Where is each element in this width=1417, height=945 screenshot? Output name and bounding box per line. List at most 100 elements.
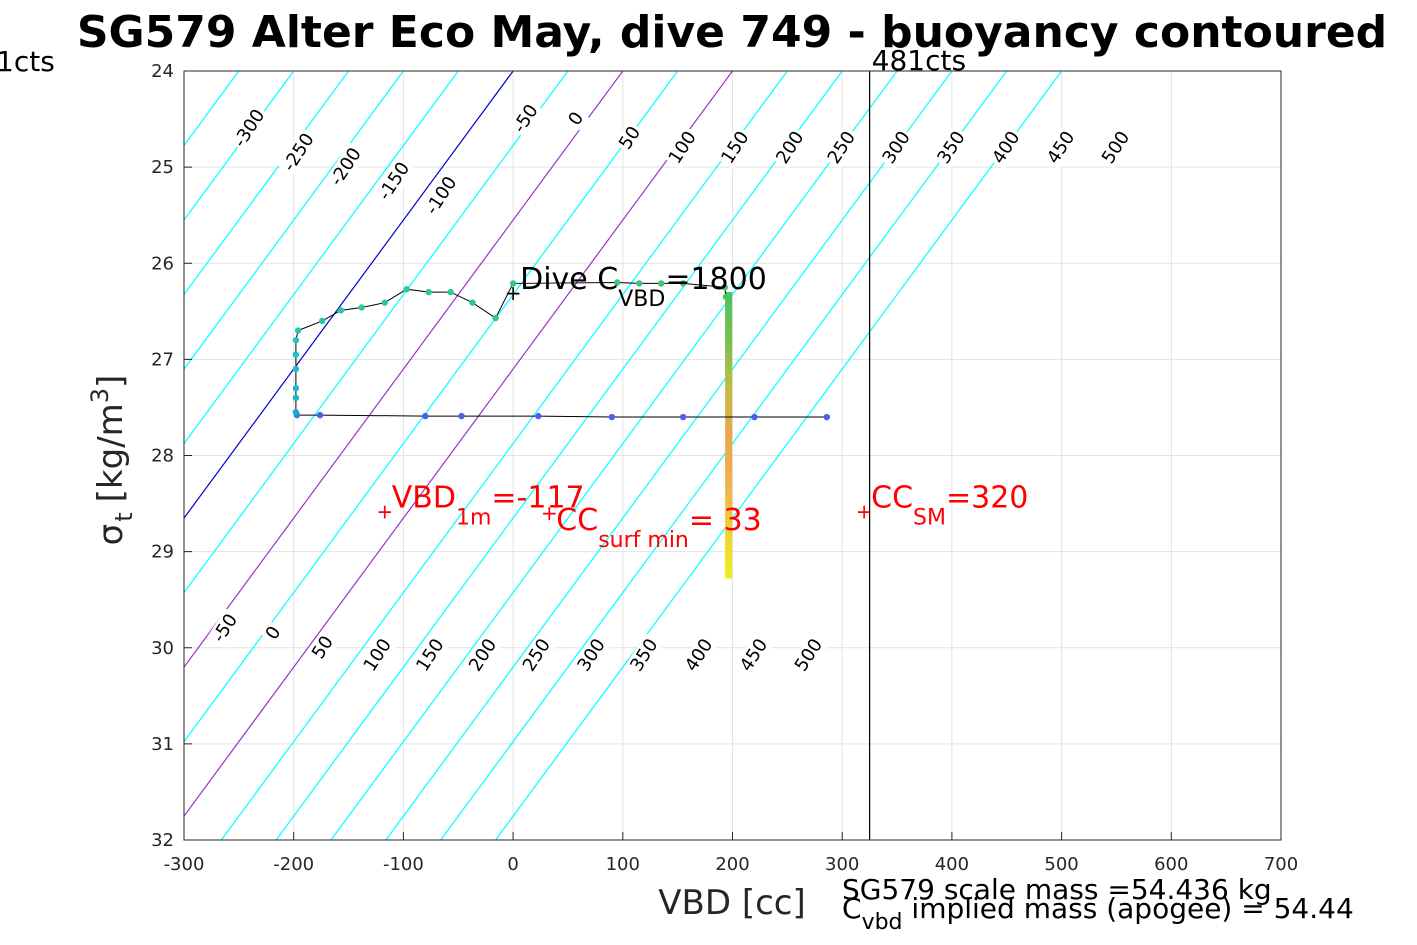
annotation-sub: surf min: [598, 528, 689, 553]
left-clipped-label: 1cts: [0, 45, 55, 78]
contour-line: [184, 71, 350, 296]
annotation-sub: SM: [913, 505, 946, 530]
annotation-main: CC: [556, 503, 598, 538]
y-tick-label: 32: [151, 830, 174, 851]
dive-track: [292, 279, 831, 421]
annotation-marker: +: [541, 501, 558, 525]
contour-line: [184, 71, 514, 520]
x-tick-label: 500: [1044, 854, 1078, 875]
y-label-units: [kg/m: [91, 403, 131, 502]
dive-track-point: [292, 351, 300, 358]
annotation-marker: +: [505, 281, 522, 305]
contour-line: [184, 71, 679, 743]
annotations: +Dive CVBD=1800+VBD1m=-117+CCsurf min= 3…: [376, 262, 1028, 553]
annotation-main: Dive C: [520, 262, 618, 297]
contour-line: [184, 71, 404, 371]
annotation-main: CC: [871, 480, 913, 515]
annotation-tail: =-117: [491, 480, 584, 515]
contour-line: [184, 71, 459, 445]
dive-track-point: [292, 365, 300, 373]
contour-label-bg: [770, 125, 810, 170]
contour-label-bg: [228, 103, 271, 153]
x-tick-label: 600: [1154, 854, 1188, 875]
contour-label-bg: [358, 633, 398, 677]
x-tick-label: 0: [507, 854, 518, 875]
apogee-stripe: [725, 292, 733, 579]
contour-label-bg: [625, 633, 664, 677]
y-label-close: ]: [91, 375, 131, 388]
dive-track-point: [403, 286, 410, 293]
dive-track-point: [292, 336, 300, 344]
y-tick-label: 25: [151, 157, 174, 178]
x-tick-label: 200: [715, 854, 749, 875]
annotation-marker: +: [856, 499, 873, 523]
annotation-sub: 1m: [456, 505, 491, 530]
dive-track-point: [381, 299, 388, 306]
contour-label-bg: [663, 125, 702, 170]
x-tick-label: -300: [164, 854, 205, 875]
dive-track-point: [458, 412, 465, 420]
x-tick-label: -100: [383, 854, 424, 875]
annotation-tail: = 33: [689, 503, 762, 538]
dive-track-point: [721, 284, 729, 291]
contour-label-bg: [789, 633, 829, 677]
dive-track-point: [614, 279, 621, 286]
dive-track-point: [447, 288, 454, 296]
dive-track-point: [358, 304, 365, 311]
dive-track-point: [292, 385, 300, 392]
contour-label-bg: [877, 125, 916, 170]
x-tick-label: 100: [606, 854, 640, 875]
annotation-vbd_1m: VBD1m=-117: [392, 480, 585, 530]
chart-title: SG579 Alter Eco May, dive 749 - buoyancy…: [77, 7, 1387, 58]
dive-track-point: [292, 409, 300, 416]
dive-track-point: [316, 411, 324, 419]
implied-mass-note: Cvbd implied mass (apogee) = 54.44: [842, 892, 1354, 935]
x-axis-ticks: -300 -200 -100 0 100 200 300 400 500 600 700: [164, 832, 1298, 875]
dive-track-point: [292, 394, 300, 402]
x-tick-label: 400: [935, 854, 969, 875]
y-tick-label: 31: [151, 734, 174, 755]
contour-label-bg: [463, 633, 503, 677]
implied-mass-tail: implied mass (apogee) = 54.44: [903, 892, 1354, 925]
contour-line: [495, 71, 1063, 840]
contour-label-bg: [1041, 125, 1081, 170]
contour-line: [184, 71, 624, 669]
y-tick-label: 28: [151, 446, 174, 467]
contour-label-bg: [324, 142, 367, 192]
y-tick-label: 27: [151, 349, 174, 370]
dive-track-point: [722, 293, 730, 301]
contour-label-bg: [373, 156, 416, 206]
dive-track-point: [469, 299, 476, 306]
dive-track-point: [294, 327, 302, 334]
y-axis-label: σt [kg/m3]: [86, 375, 138, 546]
contour-line: [184, 71, 295, 222]
dive-track-point: [425, 288, 432, 296]
contour-label-bg: [734, 633, 774, 677]
dive-track-point: [422, 412, 429, 420]
contour-label-bg: [277, 127, 320, 177]
contour-label-bg: [507, 99, 544, 139]
contour-label-bg: [1096, 125, 1136, 170]
y-label-sup: 3: [86, 388, 114, 403]
dive-track-point: [337, 307, 345, 314]
x-tick-label: 700: [1264, 854, 1298, 875]
annotation-sub: VBD: [618, 287, 665, 312]
implied-mass-sub: vbd: [862, 910, 903, 935]
contour-line: [275, 71, 843, 840]
dive-track-line: [295, 281, 827, 418]
contour-line: [220, 71, 788, 840]
dive-track-point: [636, 280, 643, 287]
annotation-tail: =320: [946, 480, 1028, 515]
annotation-tail: =1800: [665, 262, 766, 297]
x-tick-label: 300: [825, 854, 859, 875]
contour-label-bg: [306, 630, 340, 665]
x-axis-label: VBD [cc]: [658, 883, 806, 923]
dive-track-point: [535, 412, 542, 420]
contour-label-bg: [420, 171, 463, 221]
annotation-dive_cvbd: Dive CVBD=1800: [520, 262, 767, 312]
contour-lines: [184, 71, 1063, 840]
dive-track-point: [823, 413, 831, 421]
contour-label-bg: [207, 608, 244, 648]
y-axis-ticks: 24 25 26 27 28 29 30 31 32: [151, 61, 192, 851]
